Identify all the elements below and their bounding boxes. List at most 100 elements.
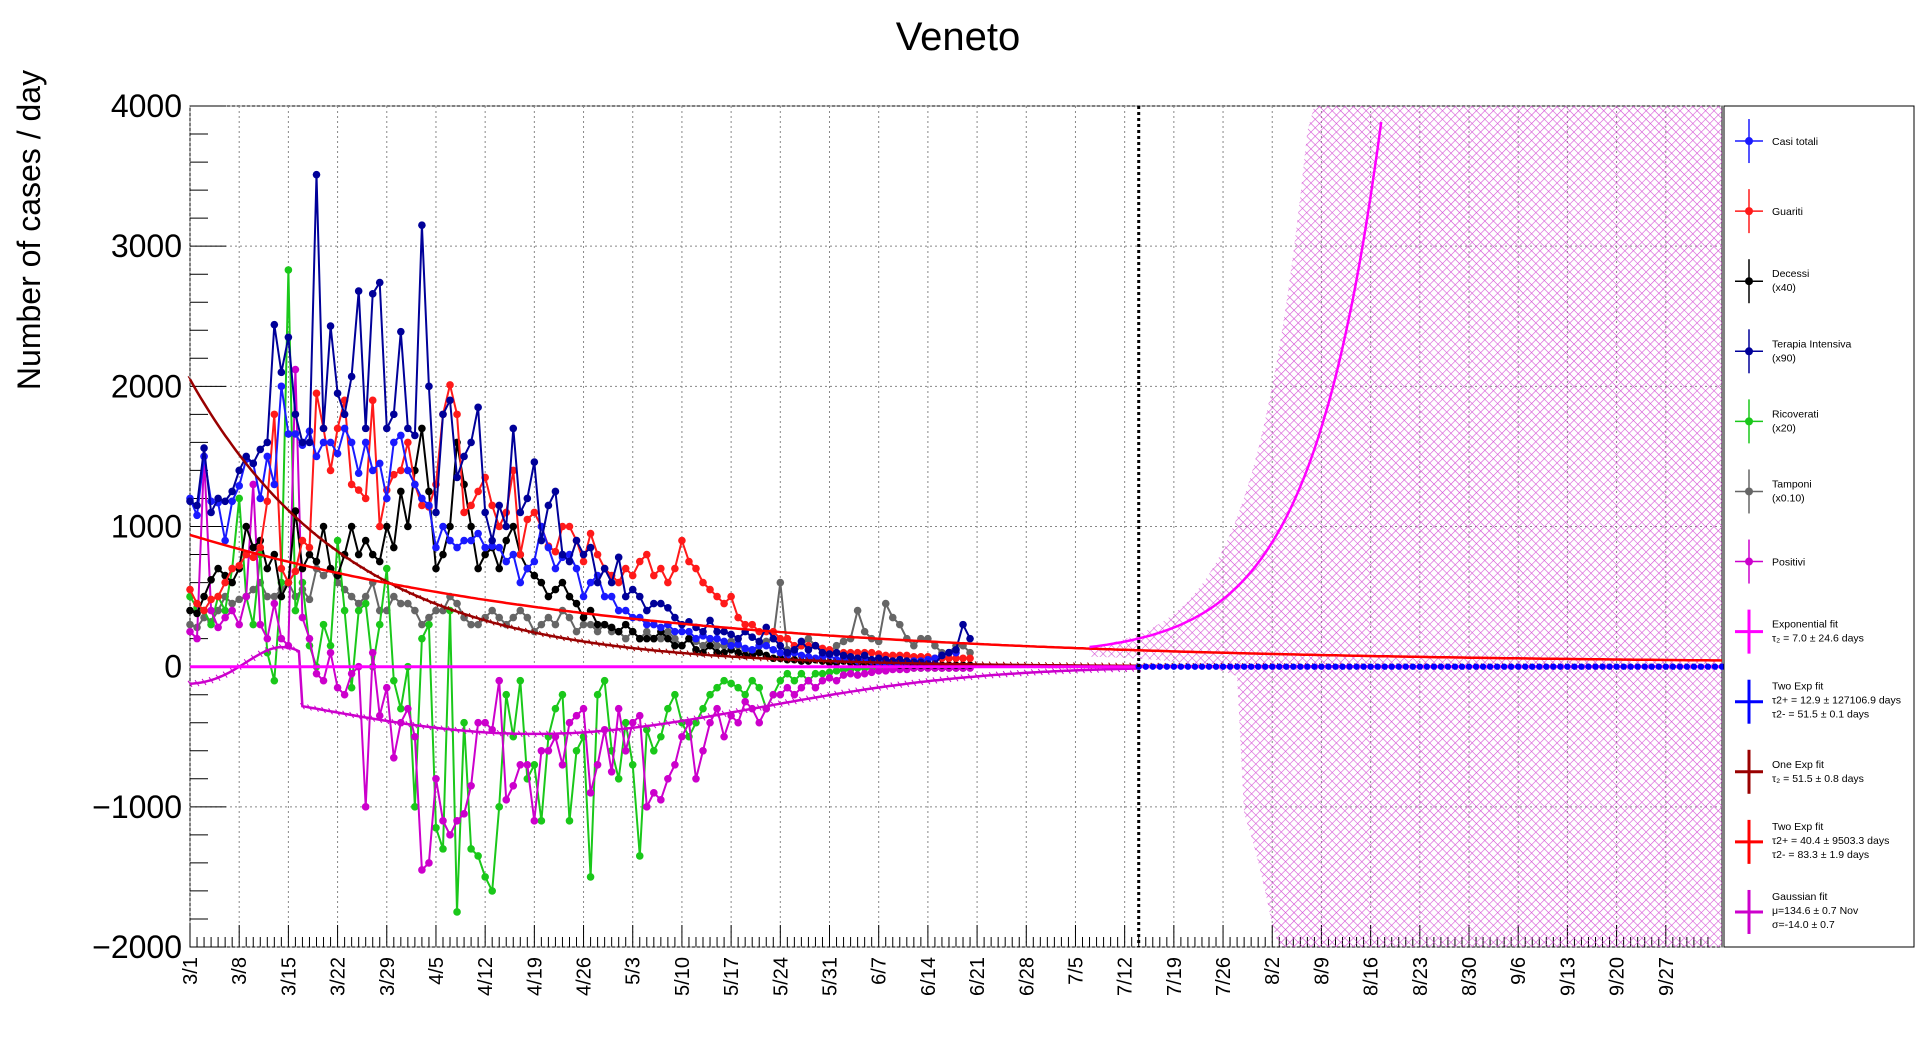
gaussian-fit-curve-mark <box>834 690 839 698</box>
gaussian-fit-curve-mark <box>510 730 516 737</box>
gaussian-fit-curve-mark <box>763 702 769 710</box>
series-point-decessi <box>551 585 560 594</box>
series-point-casi-totali <box>397 431 405 440</box>
one-exp-fit-curve-mark <box>531 629 537 636</box>
one-exp-fit-curve-mark <box>363 566 369 574</box>
series-point-casi-totali <box>769 646 778 654</box>
series-point-tamponi <box>186 620 194 629</box>
series-point-terapia-intensiva <box>769 634 778 643</box>
series-point-decessi <box>558 578 567 587</box>
series-point-guariti <box>642 550 651 559</box>
series-point-ricoverati <box>319 620 328 629</box>
series-point-guariti <box>495 522 504 531</box>
extrapolated-point <box>1149 663 1156 670</box>
series-point-casi-totali <box>474 529 482 538</box>
series-point-positivi <box>614 704 623 713</box>
series-point-positivi <box>593 760 602 769</box>
one-exp-fit-curve-mark <box>229 442 235 449</box>
gaussian-fit-curve-mark <box>1066 667 1071 674</box>
series-point-casi-totali <box>277 382 286 391</box>
one-exp-fit-curve-mark <box>623 643 629 651</box>
gaussian-fit-curve-mark <box>363 714 369 721</box>
series-point-tamponi <box>966 648 974 657</box>
gaussian-fit-curve-mark <box>693 715 699 722</box>
one-exp-fit-curve-mark <box>777 655 783 663</box>
legend-marker-dot <box>1745 417 1753 426</box>
series-point-positivi <box>657 796 665 804</box>
series-point-guariti <box>326 466 335 475</box>
legend-sublabel: τ₂ = 7.0 ± 24.6 days <box>1772 633 1864 645</box>
series-point-casi-totali <box>340 424 349 433</box>
series-point-positivi <box>228 606 236 615</box>
series-point-terapia-intensiva <box>523 494 532 503</box>
series-point-positivi <box>425 859 433 867</box>
series-point-positivi <box>481 718 489 727</box>
series-point-decessi <box>263 564 272 573</box>
series-point-decessi <box>361 536 370 545</box>
series-point-terapia-intensiva <box>411 431 419 440</box>
series-point-casi-totali <box>804 653 813 661</box>
series-point-guariti <box>551 547 560 556</box>
series-point-terapia-intensiva <box>439 410 447 419</box>
series-point-casi-totali <box>621 606 630 615</box>
gaussian-fit-curve-mark <box>686 716 692 724</box>
extrapolated-point <box>1522 663 1529 670</box>
one-exp-fit-curve-mark <box>517 626 523 633</box>
two-exp-fit-red-curve <box>189 533 1723 662</box>
gaussian-fit-curve-mark <box>398 719 404 727</box>
series-point-ricoverati <box>600 676 609 685</box>
gaussian-fit-curve-mark <box>447 726 453 733</box>
series-point-positivi <box>446 831 454 839</box>
series-point-positivi <box>607 767 616 776</box>
legend-sublabel-2: τ2- = 83.3 ± 1.9 days <box>1772 849 1869 861</box>
series-point-guariti <box>214 592 222 601</box>
series-point-guariti <box>628 571 637 580</box>
series-point-positivi <box>453 817 461 825</box>
series-point-casi-totali <box>488 542 496 550</box>
extrapolated-point <box>1613 663 1620 670</box>
series-point-tamponi <box>432 606 440 615</box>
series-point-positivi <box>839 671 848 679</box>
series-point-casi-totali <box>741 644 749 653</box>
series-point-positivi <box>692 775 700 783</box>
series-point-casi-totali <box>600 592 609 601</box>
extrapolated-point <box>1529 663 1536 670</box>
series-point-casi-totali <box>263 452 272 461</box>
series-point-positivi <box>186 627 194 636</box>
series-point-ricoverati <box>741 690 749 699</box>
series-point-ricoverati <box>593 690 602 699</box>
series-point-terapia-intensiva <box>446 396 454 405</box>
series-point-ricoverati <box>755 683 764 692</box>
x-tick-label: 8/16 <box>1361 957 1383 996</box>
extrapolated-point <box>1205 663 1213 670</box>
series-point-tamponi <box>404 599 412 608</box>
series-point-ricoverati <box>495 803 504 811</box>
series-point-decessi <box>537 578 546 587</box>
one-exp-fit-curve-mark <box>405 588 411 596</box>
series-point-decessi <box>607 623 616 632</box>
legend-sublabel-2: σ=-14.0 ± 0.7 <box>1772 919 1835 931</box>
series-point-ricoverati <box>699 704 707 713</box>
x-tick-label: 4/26 <box>574 957 596 996</box>
series-point-terapia-intensiva <box>312 170 321 179</box>
y-tick-label: 4000 <box>111 88 182 124</box>
series-point-terapia-intensiva <box>860 651 869 660</box>
legend-label: Casi totali <box>1772 136 1818 148</box>
gaussian-fit-curve-mark <box>475 728 481 736</box>
gaussian-fit-curve-mark <box>300 702 305 710</box>
series-point-terapia-intensiva <box>495 501 504 510</box>
gaussian-fit-curve-mark <box>1073 667 1078 674</box>
series-point-guariti <box>221 578 229 587</box>
extrapolated-point <box>1226 663 1234 670</box>
gaussian-fit-curve-mark <box>560 730 565 737</box>
series-point-terapia-intensiva <box>404 424 412 433</box>
series-point-decessi <box>291 507 300 515</box>
series-point-terapia-intensiva <box>657 599 665 608</box>
legend-label: Tamponi <box>1772 478 1812 490</box>
series-point-tamponi <box>565 613 574 622</box>
series-point-terapia-intensiva <box>558 550 567 559</box>
gaussian-fit-curve-mark <box>672 718 678 726</box>
series-point-casi-totali <box>713 634 721 643</box>
one-exp-fit-curve-mark <box>342 552 348 560</box>
one-exp-fit-curve-mark <box>567 635 572 643</box>
